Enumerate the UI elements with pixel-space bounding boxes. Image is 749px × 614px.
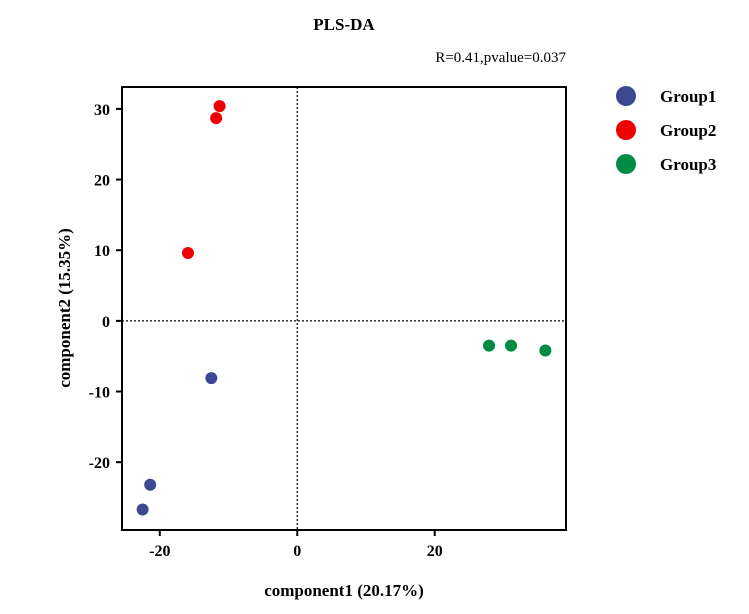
- x-tick-label: 20: [427, 543, 443, 560]
- data-point-group3: [483, 339, 496, 352]
- data-point-group1: [205, 372, 218, 385]
- legend-label-group1: Group1: [660, 87, 716, 106]
- y-tick-label: -10: [89, 385, 110, 402]
- data-point-group1: [144, 478, 157, 491]
- x-tick-label: 0: [293, 543, 301, 560]
- y-tick-label: 0: [102, 314, 110, 331]
- y-tick-label: 30: [94, 102, 110, 119]
- data-point-group2: [210, 112, 223, 125]
- x-axis-label: component1 (20.17%): [264, 581, 424, 600]
- data-point-group2: [181, 247, 194, 260]
- data-point-group2: [213, 100, 226, 113]
- plot-frame: [121, 86, 567, 531]
- data-point-group1: [136, 503, 149, 516]
- chart-title: PLS-DA: [313, 15, 375, 34]
- data-point-group3: [505, 339, 518, 352]
- legend-marker-group2: [616, 120, 636, 140]
- x-tick-label: -20: [149, 543, 170, 560]
- y-tick-label: -20: [89, 455, 110, 472]
- legend-marker-group3: [616, 154, 636, 174]
- data-point-group3: [539, 344, 552, 357]
- y-axis-label: component2 (15.35%): [55, 228, 74, 388]
- legend-label-group2: Group2: [660, 121, 716, 140]
- legend-marker-group1: [616, 86, 636, 106]
- chart-subtitle: R=0.41,pvalue=0.037: [435, 50, 566, 66]
- y-tick-label: 20: [94, 173, 110, 190]
- legend-label-group3: Group3: [660, 155, 716, 174]
- y-tick-label: 10: [94, 243, 110, 260]
